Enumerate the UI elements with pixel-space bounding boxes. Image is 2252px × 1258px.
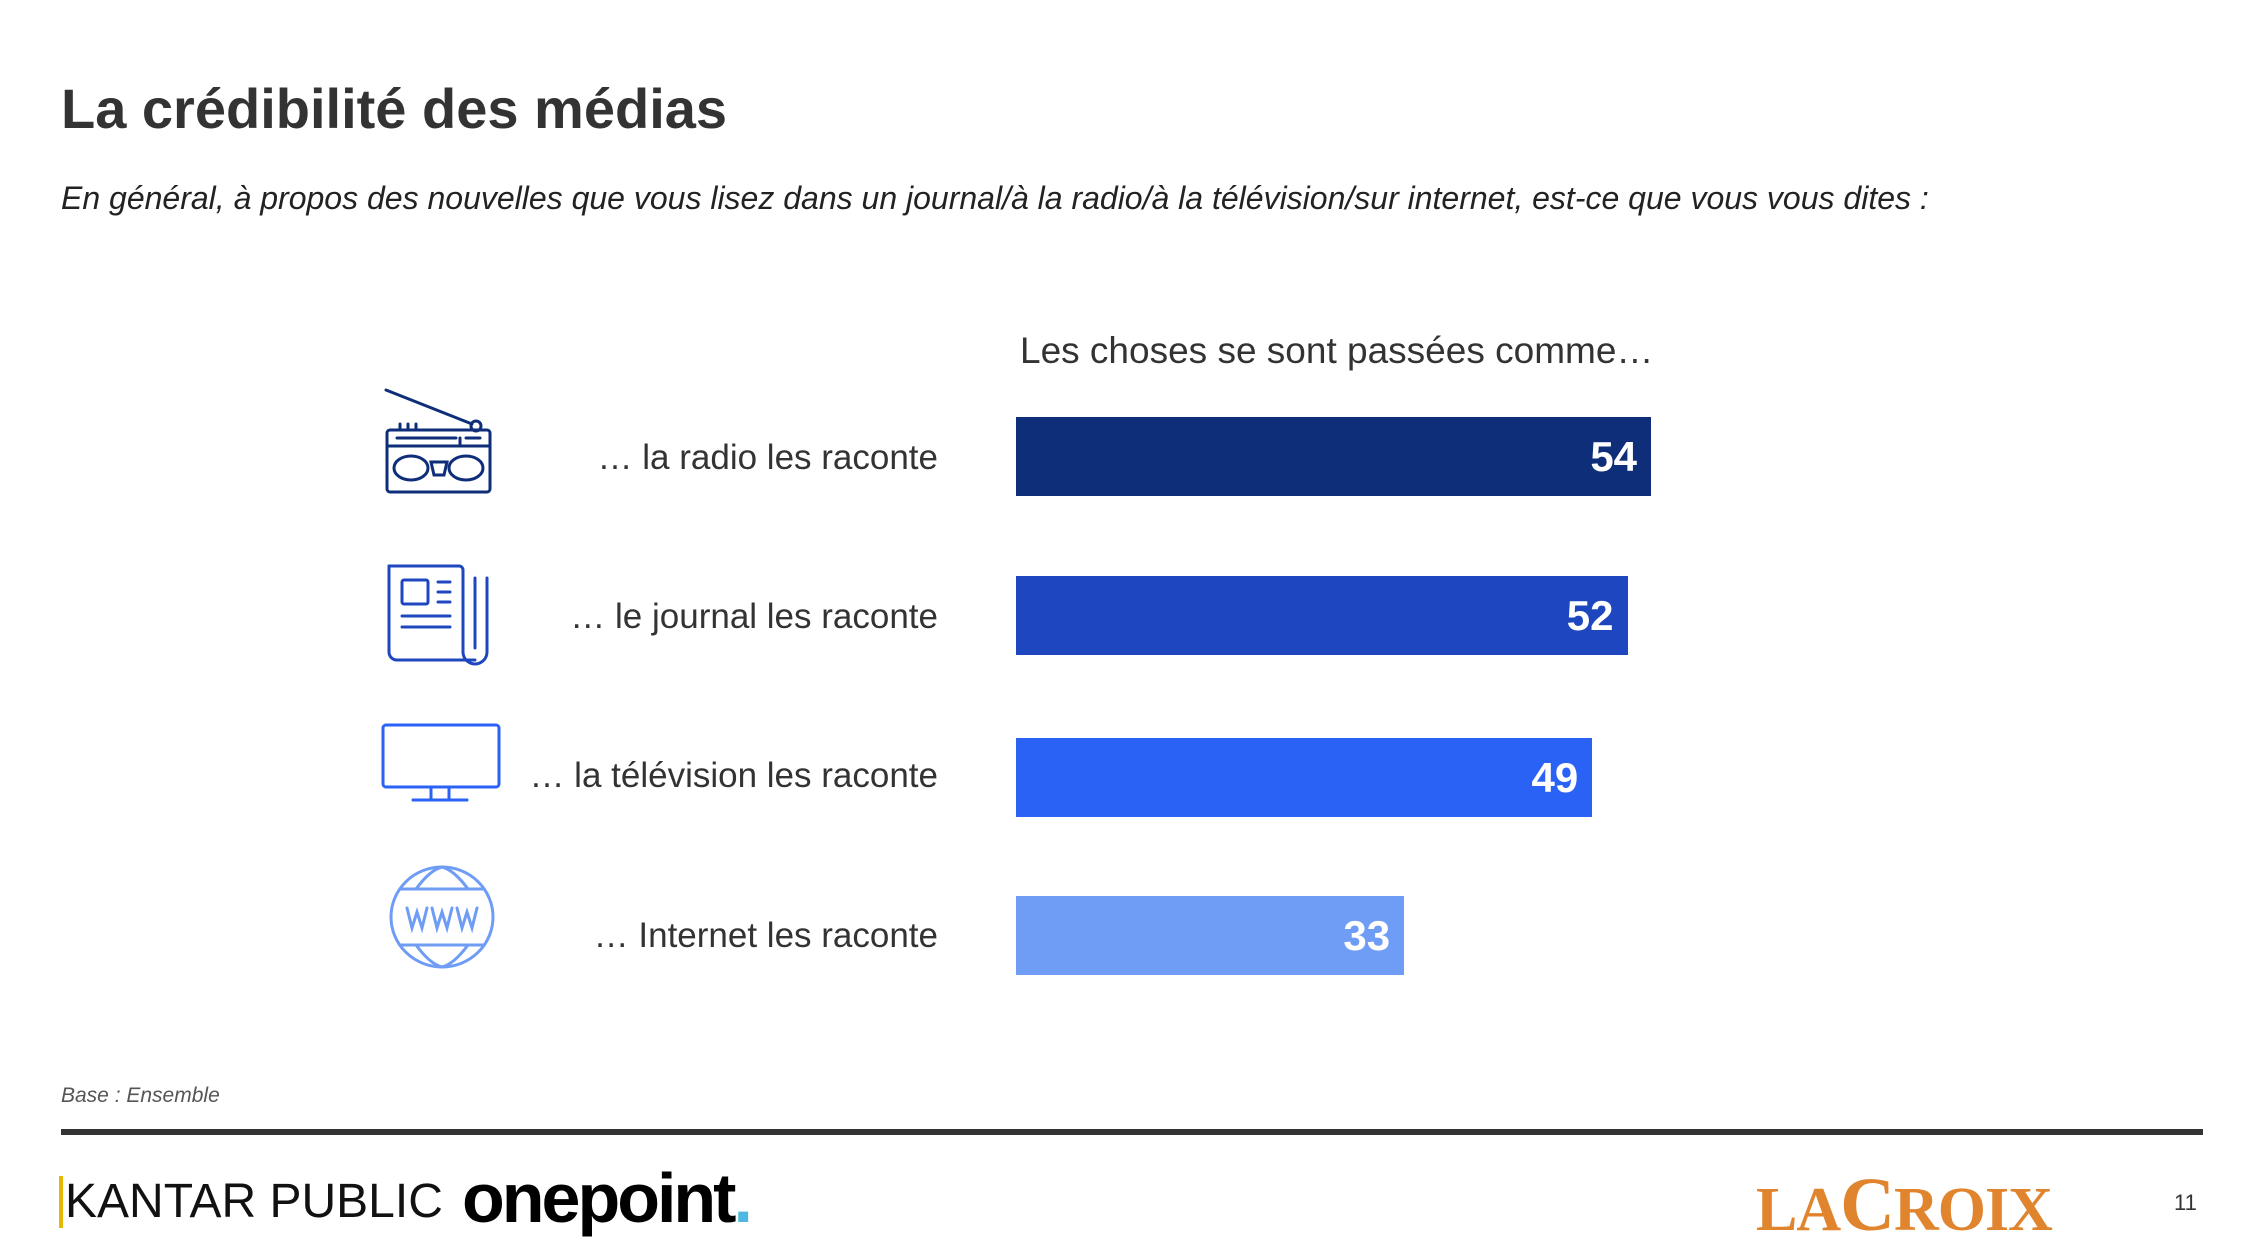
bar-internet: 33 bbox=[1016, 896, 1405, 975]
globe-www-icon bbox=[389, 865, 495, 969]
radio-icon bbox=[384, 388, 492, 494]
bar-radio: 54 bbox=[1016, 417, 1652, 496]
value-label-radio: 54 bbox=[1590, 433, 1638, 480]
page-number: 11 bbox=[2174, 1190, 2197, 1215]
bar-television: 49 bbox=[1016, 738, 1593, 817]
category-label-journal: … le journal les raconte bbox=[570, 597, 938, 636]
bar-journal: 52 bbox=[1016, 576, 1628, 655]
onepoint-logo: onepoint. bbox=[462, 1159, 753, 1237]
television-icon bbox=[381, 723, 501, 802]
category-label-radio: … la radio les raconte bbox=[597, 438, 938, 477]
value-label-internet: 33 bbox=[1343, 912, 1391, 959]
newspaper-icon bbox=[387, 564, 489, 666]
category-label-internet: … Internet les raconte bbox=[593, 916, 938, 955]
chart-title: Les choses se sont passées comme… bbox=[1020, 330, 1654, 371]
value-label-television: 49 bbox=[1531, 754, 1579, 801]
la-croix-logo: LACROIX bbox=[1756, 1163, 2053, 1247]
category-label-television: … la télévision les raconte bbox=[529, 756, 938, 795]
page-title: La crédibilité des médias bbox=[61, 77, 728, 140]
value-label-journal: 52 bbox=[1566, 592, 1614, 639]
question-subtitle: En général, à propos des nouvelles que v… bbox=[61, 180, 1929, 216]
base-note: Base : Ensemble bbox=[61, 1084, 220, 1107]
kantar-public-logo: KANTAR PUBLIC bbox=[59, 1176, 443, 1228]
footer-divider bbox=[61, 1129, 2203, 1135]
